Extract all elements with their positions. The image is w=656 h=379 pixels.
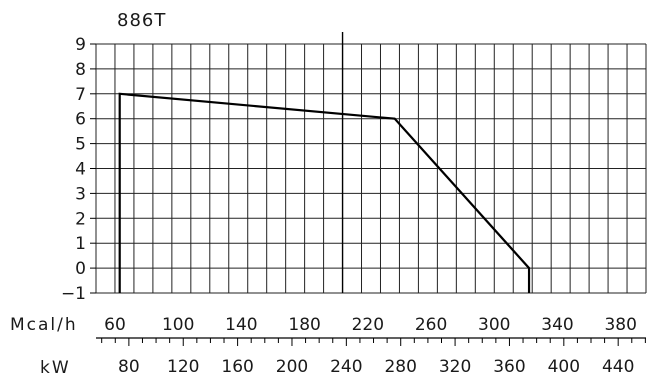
x-primary-tick-label: 220 xyxy=(352,315,384,335)
working-field-envelope xyxy=(118,92,531,293)
y-tick-label: 7 xyxy=(75,85,86,105)
x-secondary-tick-label: 440 xyxy=(602,357,634,377)
x-secondary-tick-label: 80 xyxy=(118,357,140,377)
x-axis-secondary: kW 80 120 160 200 240 280 320 360 400 440 xyxy=(40,337,646,378)
y-tick-label: 8 xyxy=(75,60,86,80)
series-line xyxy=(118,92,531,293)
y-tick-label: 4 xyxy=(75,160,86,180)
y-tick-label: 5 xyxy=(75,135,86,155)
x-primary-tick-label: 340 xyxy=(541,315,573,335)
x-secondary-tick-label: 320 xyxy=(439,357,471,377)
x-primary-tick-label: 260 xyxy=(415,315,447,335)
y-tick-label: 1 xyxy=(75,234,86,254)
x-secondary-tick-label: 200 xyxy=(276,357,308,377)
x-secondary-tick-label: 160 xyxy=(221,357,253,377)
x-secondary-tick-label: 360 xyxy=(493,357,525,377)
x-secondary-tick-label: 120 xyxy=(167,357,199,377)
chart-grid xyxy=(95,32,647,294)
y-tick-label: 2 xyxy=(75,209,86,229)
x-secondary-tick-label: 400 xyxy=(548,357,580,377)
x-axis-primary-unit-label: Mcal/h xyxy=(10,315,78,335)
x-primary-tick-label: 180 xyxy=(288,315,320,335)
y-tick-label: 3 xyxy=(75,184,86,204)
x-axis-secondary-unit-label: kW xyxy=(40,358,71,378)
y-tick-label: −1 xyxy=(61,284,86,304)
x-primary-tick-label: 140 xyxy=(225,315,257,335)
y-tick-label: 0 xyxy=(75,259,86,279)
chart-title: 886T xyxy=(117,10,166,31)
x-secondary-tick-label: 280 xyxy=(384,357,416,377)
x-primary-tick-label: 60 xyxy=(104,315,126,335)
y-tick-label: 6 xyxy=(75,110,86,130)
x-primary-tick-label: 100 xyxy=(162,315,194,335)
y-axis-tick-labels: −1 0 1 2 3 4 5 6 7 8 9 xyxy=(61,35,96,304)
x-primary-tick-label: 380 xyxy=(604,315,636,335)
x-axis-primary: Mcal/h 60 100 140 180 220 260 300 340 380 xyxy=(10,315,637,335)
x-primary-tick-label: 300 xyxy=(478,315,510,335)
x-secondary-tick-label: 240 xyxy=(330,357,362,377)
y-tick-label: 9 xyxy=(75,35,86,55)
